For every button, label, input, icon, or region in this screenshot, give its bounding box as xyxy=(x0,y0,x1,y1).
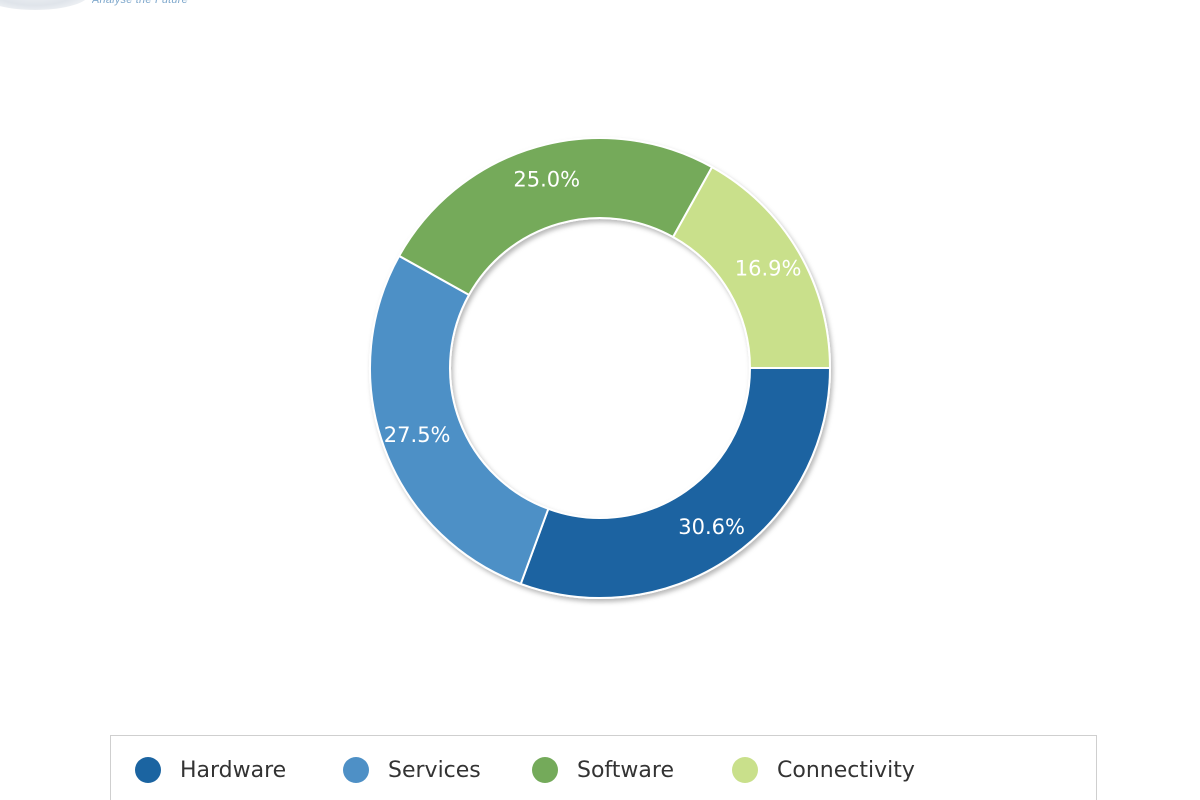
brand-logo xyxy=(0,0,90,10)
legend-label-services: Services xyxy=(388,757,481,783)
donut-labels: 30.6% 27.5% 25.0% 16.9% xyxy=(384,167,802,538)
slice-value-label-software: 25.0% xyxy=(513,167,580,191)
legend-item-software[interactable]: Software xyxy=(532,754,674,786)
legend-label-connectivity: Connectivity xyxy=(777,757,915,783)
legend-item-services[interactable]: Services xyxy=(343,754,481,786)
legend-label-software: Software xyxy=(577,757,674,783)
legend-marker-connectivity xyxy=(732,757,758,783)
donut-slice-services[interactable] xyxy=(369,254,550,586)
slice-value-label-connectivity: 16.9% xyxy=(735,256,802,280)
donut-slice-connectivity[interactable] xyxy=(671,165,832,369)
brand-tagline: Analyse the Future xyxy=(92,0,188,6)
chart-legend: Hardware Services Software Connectivity xyxy=(110,735,1097,800)
legend-marker-services xyxy=(343,757,369,783)
donut-slice-software[interactable] xyxy=(397,137,714,297)
legend-marker-hardware xyxy=(135,757,161,783)
legend-item-connectivity[interactable]: Connectivity xyxy=(732,754,915,786)
donut-slice-hardware[interactable] xyxy=(519,367,832,599)
slice-value-label-services: 27.5% xyxy=(384,423,451,447)
legend-marker-software xyxy=(532,757,558,783)
slice-value-label-hardware: 30.6% xyxy=(678,515,745,539)
legend-label-hardware: Hardware xyxy=(180,757,287,783)
legend-item-hardware[interactable]: Hardware xyxy=(135,754,286,786)
donut-slices xyxy=(369,137,832,599)
